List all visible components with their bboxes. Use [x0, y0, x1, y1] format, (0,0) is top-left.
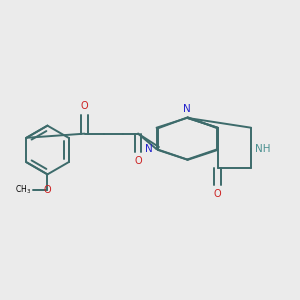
Text: NH: NH [255, 144, 271, 154]
Text: N: N [145, 144, 153, 154]
Text: O: O [214, 189, 222, 199]
Text: CH$_3$: CH$_3$ [15, 184, 31, 196]
Text: O: O [81, 101, 88, 111]
Text: N: N [183, 104, 191, 114]
Text: O: O [134, 156, 142, 166]
Text: O: O [44, 185, 51, 195]
